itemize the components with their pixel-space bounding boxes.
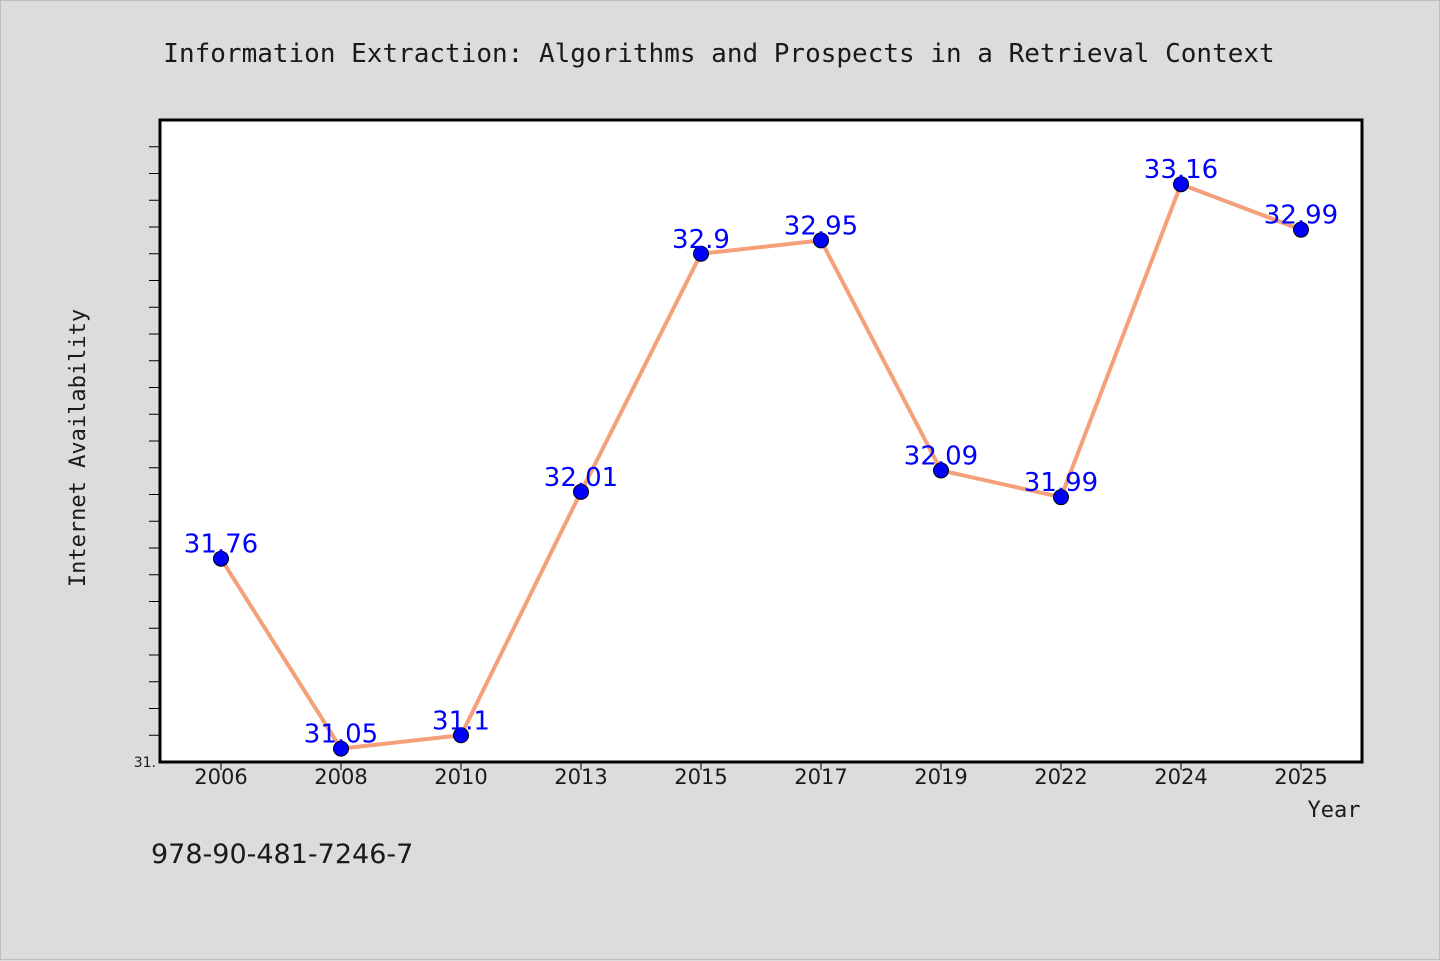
x-tick-label: 2015 — [674, 765, 727, 789]
x-tick-label: 2024 — [1154, 765, 1207, 789]
plot-area — [158, 118, 1364, 764]
data-point — [1173, 176, 1189, 193]
x-axis-tick-labels: 2006 2008 2010 2013 2015 2017 2019 2022 2024 2025 — [194, 765, 1327, 789]
data-point — [1293, 221, 1309, 238]
data-labels: 31.76 31.05 31.1 32.01 32.9 32.95 32.09 31.99 33… — [184, 155, 1338, 749]
x-axis-label: Year — [1308, 798, 1361, 823]
data-label: 32.95 — [784, 211, 858, 241]
data-point — [333, 740, 349, 757]
x-tick-label: 2006 — [194, 765, 247, 789]
series-markers — [213, 176, 1309, 757]
data-label: 32.01 — [544, 463, 618, 493]
x-axis-ticks — [220, 763, 1302, 770]
data-point — [213, 550, 229, 567]
x-tick-label: 2008 — [314, 765, 367, 789]
data-point — [813, 232, 829, 249]
data-point — [573, 483, 589, 500]
data-point — [453, 727, 469, 744]
data-point — [693, 245, 709, 262]
data-label: 33.16 — [1144, 155, 1218, 185]
data-point — [1053, 489, 1069, 506]
data-label: 31.1 — [432, 706, 490, 736]
data-label: 32.99 — [1264, 201, 1338, 231]
x-tick-label: 2019 — [914, 765, 967, 789]
isbn-footer: 978-90-481-7246-7 — [151, 839, 413, 870]
x-tick-label: 2017 — [794, 765, 847, 789]
data-label: 31.76 — [184, 530, 258, 560]
data-label: 31.05 — [304, 720, 378, 750]
y-axis-label: Internet Availability — [66, 309, 91, 587]
y-axis-tick-labels: 31. — [134, 755, 156, 771]
chart-title: Information Extraction: Algorithms and P… — [163, 39, 1274, 69]
x-tick-label: 2010 — [434, 765, 487, 789]
series-line — [219, 182, 1303, 751]
x-tick-label: 2025 — [1274, 765, 1327, 789]
data-point — [933, 462, 949, 479]
x-tick-label: 2013 — [554, 765, 607, 789]
y-tick-label: 31. — [134, 755, 156, 771]
series-lines — [219, 182, 1303, 751]
x-tick-label: 2022 — [1034, 765, 1087, 789]
data-label: 32.9 — [672, 225, 730, 255]
y-axis-minor-ticks — [149, 146, 159, 736]
data-label: 32.09 — [904, 441, 978, 471]
data-label: 31.99 — [1024, 468, 1098, 498]
